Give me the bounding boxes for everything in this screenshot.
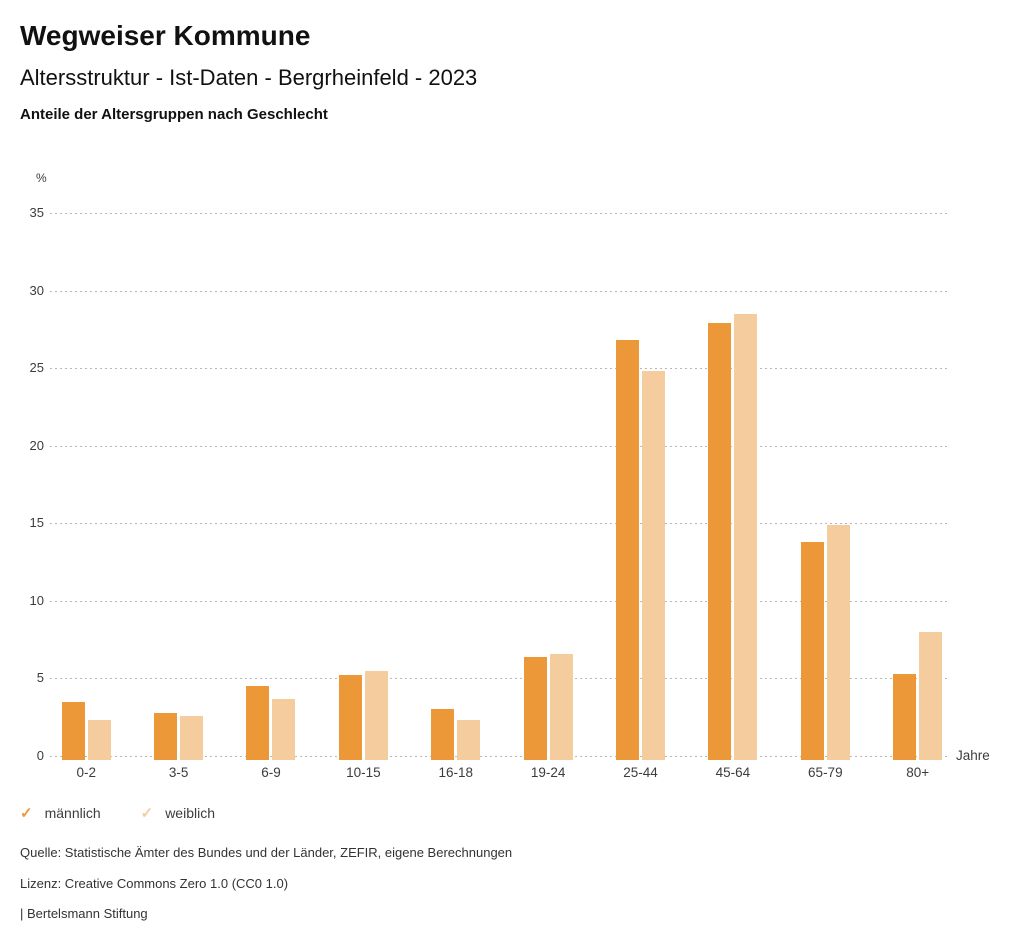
license-text: Lizenz: Creative Commons Zero 1.0 (CC0 1… [20, 876, 289, 891]
attribution-text: | Bertelsmann Stiftung [20, 906, 148, 921]
bar-männlich-25-44[interactable] [616, 340, 640, 760]
gridline-35 [50, 213, 947, 214]
x-label-6-9: 6-9 [261, 765, 281, 780]
bar-group-65-79 [779, 213, 871, 760]
gridline-5 [50, 678, 947, 680]
gridline-0 [50, 756, 947, 757]
legend-label-weiblich: weiblich [165, 805, 215, 821]
x-label-3-5: 3-5 [168, 765, 189, 780]
x-label-16-18: 16-18 [438, 765, 474, 780]
x-label-10-15: 10-15 [346, 765, 381, 780]
bar-group-3-5 [132, 213, 224, 760]
bar-männlich-0-2[interactable] [61, 701, 85, 760]
gridline-10 [50, 600, 947, 602]
bar-weiblich-0-2[interactable] [87, 720, 111, 760]
x-label-0-2: 0-2 [76, 765, 96, 780]
gridline-25 [50, 368, 947, 370]
legend-label-maennlich: männlich [44, 805, 101, 821]
bar-group-25-44 [594, 213, 686, 760]
bar-weiblich-25-44[interactable] [642, 371, 666, 760]
y-tick-0: 0 [36, 748, 44, 763]
legend-item-maennlich[interactable]: ✓ männlich [20, 805, 101, 821]
bar-group-10-15 [317, 213, 409, 760]
y-tick-25: 25 [29, 360, 44, 376]
bar-weiblich-3-5[interactable] [180, 715, 204, 760]
bar-group-45-64 [687, 213, 779, 760]
y-tick-30: 30 [29, 282, 44, 298]
x-label-45-64: 45-64 [715, 765, 751, 780]
x-label-25-44: 25-44 [623, 765, 658, 780]
y-tick-15: 15 [29, 515, 44, 531]
legend: ✓ männlich ✓ weiblich [20, 805, 215, 821]
bar-weiblich-45-64[interactable] [734, 313, 758, 760]
chart-subtitle: Altersstruktur - Ist-Daten - Bergrheinfe… [20, 65, 478, 90]
bar-männlich-45-64[interactable] [708, 323, 732, 760]
page-title: Wegweiser Kommune [20, 20, 311, 51]
bar-männlich-65-79[interactable] [800, 541, 824, 760]
y-tick-10: 10 [29, 592, 44, 608]
bar-weiblich-10-15[interactable] [364, 670, 388, 760]
bar-männlich-10-15[interactable] [338, 675, 362, 760]
bar-weiblich-65-79[interactable] [826, 524, 850, 760]
gridline-30 [50, 290, 947, 292]
bar-männlich-3-5[interactable] [154, 712, 178, 760]
bar-weiblich-19-24[interactable] [549, 653, 573, 760]
bar-männlich-16-18[interactable] [431, 709, 455, 760]
y-axis-unit-label: % [36, 171, 47, 185]
x-axis-labels: 0-2 3-5 6-9 10-15 16-18 19-24 25-44 45-64 65-79 8… [40, 765, 964, 780]
bar-weiblich-80+[interactable] [919, 631, 943, 760]
bar-männlich-19-24[interactable] [523, 656, 547, 760]
bar-group-19-24 [502, 213, 594, 760]
chart-description: Anteile der Altersgruppen nach Geschlech… [20, 106, 328, 123]
bar-weiblich-6-9[interactable] [272, 698, 296, 760]
bar-group-16-18 [410, 213, 502, 760]
x-label-80+: 80+ [906, 765, 930, 780]
bar-group-80+ [872, 213, 964, 760]
y-tick-35: 35 [29, 205, 44, 220]
bar-männlich-6-9[interactable] [246, 686, 270, 760]
bar-group-6-9 [225, 213, 317, 760]
checkmark-icon: ✓ [140, 804, 154, 822]
x-axis-unit-label: Jahre [956, 748, 990, 763]
y-tick-20: 20 [29, 437, 44, 453]
gridline-20 [50, 445, 947, 447]
bars-area [40, 213, 964, 760]
gridline-15 [50, 523, 947, 525]
bar-weiblich-16-18[interactable] [457, 720, 481, 760]
y-tick-5: 5 [36, 670, 44, 686]
checkmark-icon: ✓ [20, 804, 33, 822]
x-label-19-24: 19-24 [530, 765, 566, 780]
x-label-65-79: 65-79 [808, 765, 843, 780]
bar-männlich-80+[interactable] [893, 673, 917, 760]
legend-item-weiblich[interactable]: ✓ weiblich [141, 805, 215, 821]
bar-group-0-2 [40, 213, 132, 760]
source-text: Quelle: Statistische Ämter des Bundes un… [20, 845, 513, 860]
